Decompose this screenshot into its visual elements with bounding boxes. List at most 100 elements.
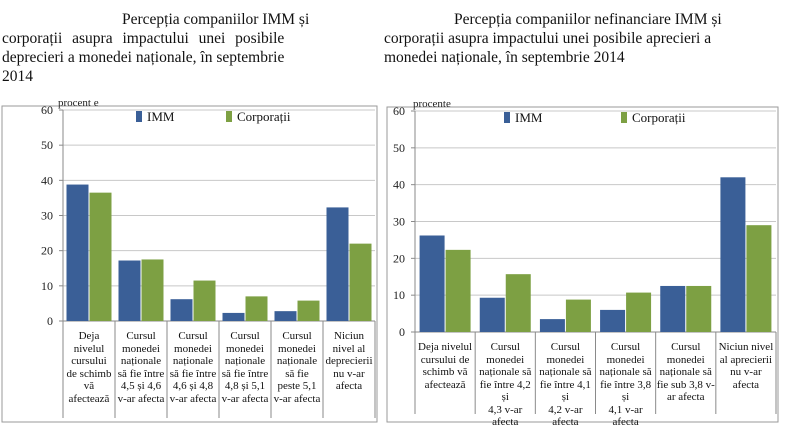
bar-imm [170,299,193,321]
y-axis-title: procente [413,98,451,110]
bar-corporatii [297,300,320,321]
x-tick-label-line: 4,5 și 4,6 [120,380,162,392]
x-tick-label-line: de schimb [66,367,112,380]
x-tick-label-line: afectează [68,392,110,405]
chart-panel-right: Percepția companiilor nefinanciare IMM ș… [384,0,800,442]
bar-corporatii [626,292,652,332]
x-tick-label: Cursul monedei naționale să fie între 4,8 și… [220,330,270,405]
y-tick-label: 10 [41,279,53,293]
x-tick-label-line: ar afecta [666,391,705,403]
bar-corporatii [686,285,712,332]
x-tick-label-line: deprecierii [325,355,373,367]
x-tick-label-line: nivel al [332,342,366,355]
x-tick-label-line: nivelul [73,342,105,355]
x-tick-label-line: fie între 3,8 și [600,378,652,404]
x-tick-label-line: cursului de [420,353,470,366]
bar-chart-left: 0 10 20 30 40 50 60 procent e IMM Corporații [1,97,378,423]
x-tick-label-line: să fie între [117,367,165,380]
y-tick-label: 50 [393,141,405,155]
x-tick-label-line: Cursul [126,330,156,342]
bar-imm [222,312,245,321]
legend-label-imm: IMM [147,109,175,124]
x-tick-label-line: Cursul [671,341,701,353]
x-tick-label-line: afecta [335,380,363,392]
title-line: Percepția companiilor IMM și [122,11,310,28]
bar-corporatii [193,280,216,321]
x-tick-label-line: fie sub 3,8 v- [656,378,715,391]
x-tick-label: Cursul monedei naționale să fie între 4,5 și… [116,330,166,405]
y-tick-label: 30 [41,209,53,223]
legend-swatch-imm [136,111,142,122]
y-tick-label: 0 [47,314,53,328]
x-tick-label-line: Deja [78,330,100,342]
x-tick-label-line: monedei [606,353,645,366]
y-tick-label: 20 [393,251,405,265]
x-tick-label-line: naționale [224,355,266,367]
y-tick-label: 20 [41,244,53,258]
x-tick-label-line: 4,1 v-ar afecta [608,403,643,429]
x-tick-label: Cursul monedei naționale să fie între 3,8 ș… [597,341,655,429]
chart-frame [386,106,779,423]
bar-imm [660,285,686,332]
legend-swatch-imm [504,112,510,123]
x-tick-label-line: naționale [276,355,318,367]
x-tick-label-line: 4,3 v-ar afecta [488,403,523,429]
x-tick-label-line: monedei [122,342,160,355]
x-tick-label-line: monedei [226,342,264,355]
x-tick-label-line: naționale să [599,366,652,378]
bar-imm [720,177,746,332]
chart-frame [1,105,378,423]
x-tick-label-line: fie între 4,1 și [539,378,591,404]
y-tick-label: 60 [393,104,405,118]
title-line: monedei naționale, în septembrie 2014 [384,49,625,66]
chart-panel-left: Percepția companiilor IMM și corporații … [0,0,384,442]
x-tick-label-line: vă [83,380,95,392]
y-tick-label: 40 [41,173,53,187]
x-tick-label-line: 4,2 v-ar afecta [548,403,583,429]
bar-corporatii [349,243,372,321]
bar-corporatii [245,296,268,321]
x-tick-label-line: să fie [285,367,309,380]
x-tick-label: Cursul monedei naționale să fie sub 3,8 v-a… [657,341,715,404]
x-tick-label: Cursul monedei naționale să fie peste 5,1 v-a… [272,330,322,405]
x-tick-label-line: Cursul [490,341,520,353]
x-tick-label: Niciun nivel al deprecierii nu v-ar afecta [324,330,374,393]
x-tick-label-line: fie între 4,2 și [479,378,531,404]
bar-corporatii [565,299,591,332]
y-tick-label: 10 [393,288,405,302]
bar-corporatii [141,259,164,321]
y-tick-label: 0 [399,325,405,339]
legend-swatch-corporatii [621,112,627,123]
x-tick-label-line: v-ar afecta [169,392,217,405]
x-tick-label-line: Niciun nivel [718,341,774,353]
x-tick-label-line: v-ar afecta [221,392,269,405]
legend-label-imm: IMM [515,110,543,125]
title-line: corporații asupra impactului unei posibi… [384,30,712,47]
x-tick-label-line: să fie între [221,367,269,380]
x-tick-label-line: monedei [174,342,212,355]
x-tick-label-line: Deja nivelul [418,341,473,353]
x-tick-label-line: Cursul [610,341,641,353]
bar-imm [326,207,349,321]
x-tick-label-line: 4,8 și 5,1 [224,380,266,392]
x-tick-label-line: 4,6 și 4,8 [172,380,214,392]
bar-imm [419,235,445,332]
x-tick-label-line: Cursul [178,330,208,342]
legend-label-corporatii: Corporații [237,109,291,124]
bar-corporatii [445,249,471,332]
x-tick-label-line: să fie între [169,367,217,380]
x-tick-label: Cursul monedei naționale să fie între 4,6 și… [168,330,218,405]
x-tick-label-line: monedei [666,353,705,366]
x-tick-label-line: peste 5,1 [277,380,317,392]
y-tick-label: 50 [41,138,53,152]
x-tick-label-line: afectează [424,378,466,391]
y-axis-title: procent e [58,97,99,109]
x-tick-label-line: naționale să [479,366,532,378]
x-tick-label-line: cursului [71,355,107,367]
y-tick-label: 60 [41,103,53,117]
x-tick-label-line: Cursul [550,341,581,353]
bar-imm [539,319,565,332]
x-tick-label-line: naționale [172,355,214,367]
x-tick-label-line: nu v-ar afecta [730,366,762,391]
x-tick-label-line: naționale să [659,366,712,378]
